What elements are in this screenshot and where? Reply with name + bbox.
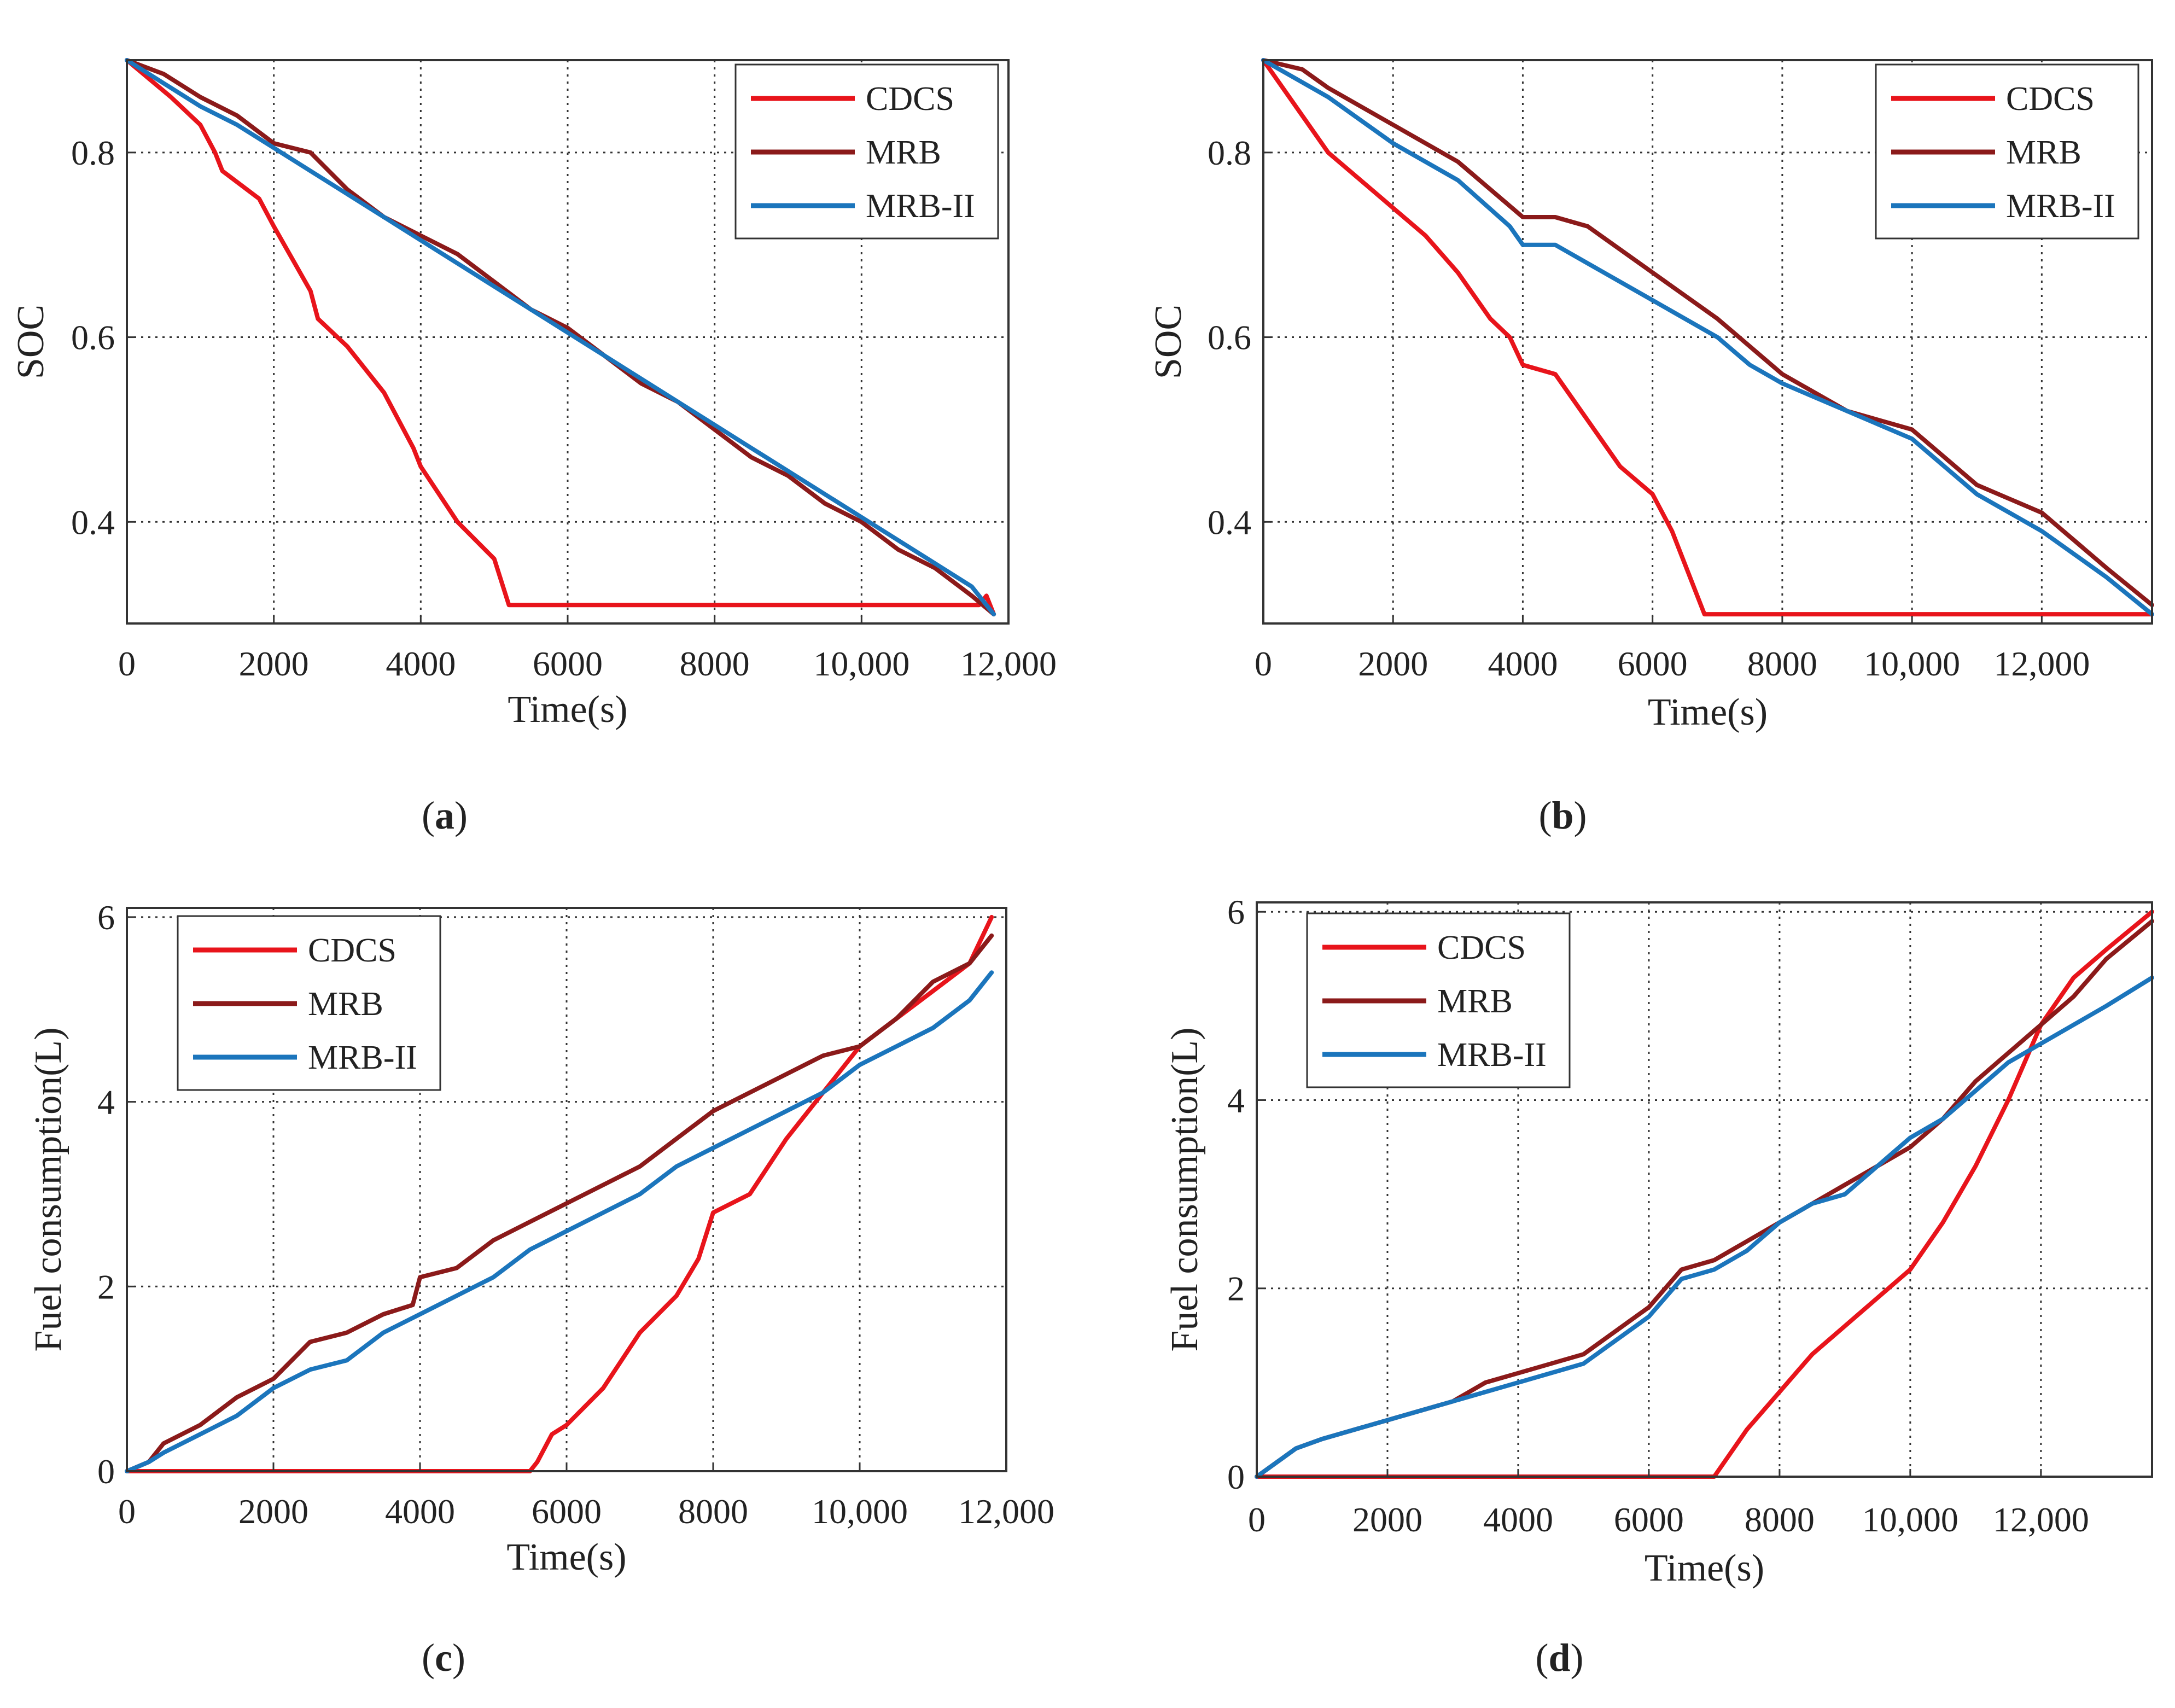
legend-entry-mrb-ii: MRB-II — [308, 1039, 417, 1076]
plot-frame — [1262, 59, 2153, 625]
legend: CDCS MRB MRB-II — [177, 915, 441, 1091]
x-tick-label: 2000 — [1352, 1500, 1422, 1539]
series-line-cdcs — [1255, 910, 2154, 1479]
x-tick-label: 10,000 — [1864, 644, 1960, 683]
legend: CDCS MRB MRB-II — [1875, 63, 2139, 240]
series-line-mrb — [1261, 58, 2154, 608]
x-tick-label: 0 — [118, 644, 136, 683]
x-tick-label: 10,000 — [812, 1492, 908, 1531]
y-tick-label: 0.6 — [71, 318, 115, 357]
x-tick-label: 2000 — [1358, 644, 1428, 683]
legend-entry-cdcs: CDCS — [1437, 929, 1526, 966]
x-tick-label: 6000 — [1618, 644, 1688, 683]
legend-box — [734, 63, 999, 240]
legend-entry-mrb-ii: MRB-II — [1437, 1036, 1547, 1074]
series-line-mrb-ii — [125, 970, 994, 1473]
x-axis-label: Time(s) — [508, 689, 627, 731]
legend: CDCS MRB MRB-II — [1306, 912, 1571, 1088]
series-line-mrb-ii — [1261, 58, 2154, 617]
legend: CDCS MRB MRB-II — [734, 63, 999, 240]
y-tick-label: 0 — [1227, 1458, 1245, 1496]
y-tick-label: 6 — [97, 898, 115, 937]
series-line-cdcs — [1261, 58, 2154, 617]
x-tick-label: 8000 — [678, 1492, 748, 1531]
subfigure-caption: (a) — [422, 794, 468, 837]
x-tick-label: 0 — [118, 1492, 136, 1531]
y-tick-label: 0.4 — [1208, 503, 1251, 541]
plot-frame — [1256, 901, 2153, 1478]
legend-entry-mrb: MRB — [2006, 134, 2081, 171]
x-tick-label: 4000 — [385, 1492, 455, 1531]
y-tick-label: 2 — [1227, 1269, 1245, 1308]
chart-d: 0 2000 4000 6000 8000 10,000 12,000 0 2 4 6 Time(s)… — [1164, 893, 2154, 1680]
x-tick-label: 8000 — [680, 644, 750, 683]
x-tick-label: 2000 — [239, 644, 309, 683]
y-tick-label: 0.6 — [1208, 318, 1251, 357]
x-tick-label: 6000 — [533, 644, 603, 683]
x-tick-label: 4000 — [386, 644, 456, 683]
legend-entry-cdcs: CDCS — [2006, 80, 2095, 118]
x-tick-label: 8000 — [1747, 644, 1817, 683]
y-tick-label: 2 — [97, 1267, 115, 1306]
subfigure-caption: (b) — [1538, 794, 1587, 837]
x-tick-label: 0 — [1248, 1500, 1266, 1539]
legend-entry-mrb: MRB — [866, 134, 941, 171]
x-tick-label: 12,000 — [1993, 644, 2090, 683]
x-tick-label: 6000 — [532, 1492, 602, 1531]
subfigure-caption: (d) — [1535, 1636, 1583, 1680]
y-tick-label: 6 — [1227, 893, 1245, 931]
y-tick-label: 4 — [97, 1083, 115, 1122]
subfigure-caption: (c) — [422, 1636, 465, 1680]
series-line-mrb — [125, 58, 996, 617]
y-axis-label: SOC — [10, 305, 52, 379]
chart-b: 0 2000 4000 6000 8000 10,000 12,000 0.4 0.6 0.8 Ti… — [1147, 58, 2154, 837]
y-axis-label: SOC — [1147, 305, 1189, 379]
y-tick-label: 0.8 — [71, 133, 115, 172]
legend-entry-mrb-ii: MRB-II — [2006, 188, 2115, 225]
series-line-mrb — [125, 933, 994, 1473]
y-tick-label: 0 — [97, 1452, 115, 1491]
legend-entry-cdcs: CDCS — [866, 80, 954, 118]
y-tick-label: 4 — [1227, 1081, 1245, 1120]
x-axis-label: Time(s) — [1645, 1547, 1764, 1589]
chart-a: 0 2000 4000 6000 8000 10,000 12,000 0.4 0.6 0.8 Ti… — [10, 58, 1057, 837]
x-tick-label: 12,000 — [958, 1492, 1054, 1531]
x-tick-label: 6000 — [1614, 1500, 1684, 1539]
chart-c: 0 2000 4000 6000 8000 10,000 12,000 0 2 4 6 Time(s)… — [27, 898, 1054, 1680]
x-tick-label: 0 — [1255, 644, 1272, 683]
x-tick-label: 12,000 — [960, 644, 1057, 683]
x-tick-label: 10,000 — [813, 644, 909, 683]
x-tick-label: 4000 — [1483, 1500, 1553, 1539]
series-line-cdcs — [125, 58, 996, 617]
legend-entry-cdcs: CDCS — [308, 932, 396, 969]
x-tick-label: 12,000 — [1993, 1500, 2089, 1539]
x-tick-label: 2000 — [238, 1492, 308, 1531]
y-axis-label: Fuel consumption(L) — [27, 1028, 69, 1352]
x-axis-label: Time(s) — [506, 1536, 626, 1578]
y-tick-label: 0.8 — [1208, 133, 1251, 172]
x-tick-label: 4000 — [1488, 644, 1558, 683]
y-tick-label: 0.4 — [71, 503, 115, 541]
legend-entry-mrb: MRB — [308, 986, 383, 1023]
x-axis-label: Time(s) — [1648, 691, 1768, 733]
y-axis-label: Fuel consumption(L) — [1164, 1028, 1206, 1352]
legend-entry-mrb: MRB — [1437, 983, 1513, 1020]
legend-entry-mrb-ii: MRB-II — [866, 188, 975, 225]
series-line-mrb-ii — [1255, 975, 2154, 1479]
x-tick-label: 8000 — [1745, 1500, 1815, 1539]
series-line-mrb-ii — [125, 58, 996, 617]
x-tick-label: 10,000 — [1862, 1500, 1958, 1539]
